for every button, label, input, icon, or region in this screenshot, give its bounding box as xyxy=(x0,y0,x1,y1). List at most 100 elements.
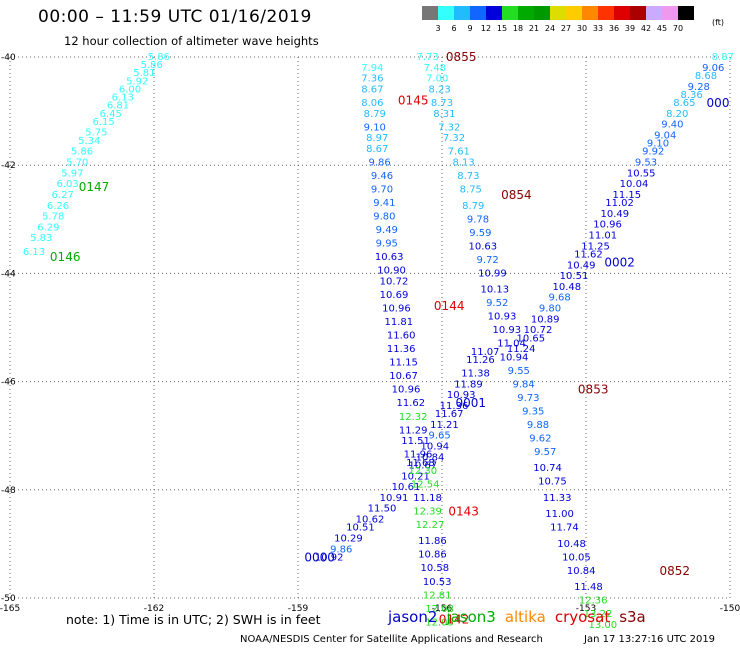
y-tick-label: -46 xyxy=(1,378,16,388)
page-title: 00:00 – 11:59 UTC 01/16/2019 xyxy=(38,7,312,27)
wave-height-value: 8.87 xyxy=(712,52,734,63)
wave-height-value: 6.00 xyxy=(119,84,141,95)
legend-jason3: jason3 xyxy=(446,608,496,626)
wave-height-value: 10.62 xyxy=(356,515,385,526)
wave-height-value: 13.22 xyxy=(584,609,613,620)
wave-height-value: 11.00 xyxy=(545,509,574,520)
wave-height-value: 10.90 xyxy=(377,266,406,277)
wave-height-value: 10.91 xyxy=(380,493,409,504)
wave-height-value: 10.89 xyxy=(531,314,560,325)
wave-height-value: 5.75 xyxy=(85,128,107,139)
color-scale-label: 33 xyxy=(592,24,604,33)
pass-time-label: 0001 xyxy=(456,396,487,410)
wave-height-value: 5.70 xyxy=(66,157,88,168)
wave-height-value: 10.49 xyxy=(567,260,596,271)
wave-height-value: 9.59 xyxy=(469,228,491,239)
wave-height-value: 5.81 xyxy=(133,68,155,79)
wave-height-value: 11.36 xyxy=(440,401,469,412)
color-swatch xyxy=(630,6,646,20)
wave-height-value: 10.55 xyxy=(627,168,656,179)
x-tick-label: -153 xyxy=(576,604,596,614)
wave-height-value: 10.67 xyxy=(408,460,437,471)
wave-height-value: 9.46 xyxy=(371,171,393,182)
color-scale-label: 45 xyxy=(656,24,668,33)
wave-height-value: 9.86 xyxy=(330,544,352,555)
color-scale-label: 70 xyxy=(672,24,684,33)
page-subtitle: 12 hour collection of altimeter wave hei… xyxy=(64,34,319,48)
wave-height-value: 9.40 xyxy=(661,120,683,131)
wave-height-value: 11.15 xyxy=(389,358,418,369)
wave-height-value: 10.93 xyxy=(447,390,476,401)
wave-height-value: 11.33 xyxy=(543,493,572,504)
wave-height-value: 5.86 xyxy=(140,60,162,71)
wave-height-value: 11.60 xyxy=(387,331,416,342)
wave-height-value: 11.81 xyxy=(384,317,413,328)
y-tick-label: -42 xyxy=(1,161,16,171)
wave-height-value: 12.05 xyxy=(425,617,454,628)
wave-height-value: 8.31 xyxy=(433,109,455,120)
wave-height-value: 5.34 xyxy=(78,136,100,147)
wave-height-value: 8.06 xyxy=(361,98,383,109)
pass-time-label: 0854 xyxy=(501,188,532,202)
color-swatch xyxy=(550,6,566,20)
wave-height-value: 9.53 xyxy=(635,157,657,168)
wave-height-value: 10.93 xyxy=(492,325,521,336)
wave-height-value: 12.32 xyxy=(399,412,428,423)
wave-height-value: 9.35 xyxy=(522,406,544,417)
wave-height-value: 9.78 xyxy=(467,214,489,225)
wave-height-value: 10.05 xyxy=(562,552,591,563)
wave-height-value: 10.04 xyxy=(620,179,649,190)
color-swatch xyxy=(502,6,518,20)
wave-height-value: 11.89 xyxy=(454,379,483,390)
color-swatch xyxy=(646,6,662,20)
wave-height-value: 5.92 xyxy=(126,76,148,87)
wave-height-value: 10.86 xyxy=(418,550,447,561)
wave-height-value: 7.61 xyxy=(448,147,470,158)
color-swatch xyxy=(582,6,598,20)
wave-height-value: 11.36 xyxy=(387,344,416,355)
wave-height-value: 9.06 xyxy=(702,63,724,74)
wave-height-value: 7.73 xyxy=(416,52,438,63)
footer-timestamp: Jan 17 13:27:16 UTC 2019 xyxy=(584,634,716,645)
wave-height-value: 11.26 xyxy=(466,355,495,366)
wave-height-value: 5.86 xyxy=(148,52,170,63)
wave-height-value: 10.92 xyxy=(315,552,344,563)
color-scale-label: 15 xyxy=(496,24,508,33)
wave-height-value: 9.62 xyxy=(529,433,551,444)
wave-height-value: 10.84 xyxy=(567,566,596,577)
wave-height-value: 5.83 xyxy=(30,233,52,244)
wave-height-value: 12.30 xyxy=(408,466,437,477)
pass-time-label: 0147 xyxy=(79,180,110,194)
wave-height-value: 11.38 xyxy=(461,368,490,379)
wave-height-value: 10.53 xyxy=(423,577,452,588)
wave-height-value: 11.02 xyxy=(605,198,634,209)
color-swatch xyxy=(566,6,582,20)
wave-height-value: 12.27 xyxy=(416,520,445,531)
wave-height-value: 9.57 xyxy=(534,447,556,458)
color-scale-label: 12 xyxy=(480,24,492,33)
wave-height-value: 10.49 xyxy=(600,209,629,220)
wave-height-value: 11.51 xyxy=(401,436,430,447)
wave-height-value: 8.67 xyxy=(366,144,388,155)
wave-height-value: 9.80 xyxy=(539,304,561,315)
legend-jason2: jason2 xyxy=(388,608,438,626)
color-swatch xyxy=(422,6,438,20)
wave-height-value: 11.62 xyxy=(396,398,425,409)
wave-height-value: 11.18 xyxy=(413,493,442,504)
wave-height-value: 9.68 xyxy=(548,293,570,304)
wave-height-value: 10.21 xyxy=(401,471,430,482)
wave-height-value: 10.48 xyxy=(552,282,581,293)
wave-height-value: 6.13 xyxy=(112,93,134,104)
wave-height-value: 9.65 xyxy=(428,431,450,442)
wave-height-value: 8.75 xyxy=(460,185,482,196)
wave-height-value: 9.86 xyxy=(368,157,390,168)
color-swatch xyxy=(486,6,502,20)
color-scale-label: 27 xyxy=(560,24,572,33)
wave-height-value: 8.67 xyxy=(361,84,383,95)
pass-time-label: 0002 xyxy=(604,256,635,270)
wave-height-value: 10.13 xyxy=(480,285,509,296)
wave-height-value: 11.29 xyxy=(399,425,428,436)
wave-height-value: 13.00 xyxy=(588,620,617,631)
wave-height-value: 10.96 xyxy=(392,385,421,396)
